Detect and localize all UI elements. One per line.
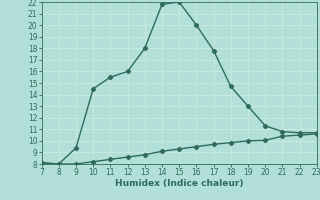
X-axis label: Humidex (Indice chaleur): Humidex (Indice chaleur) xyxy=(115,179,244,188)
